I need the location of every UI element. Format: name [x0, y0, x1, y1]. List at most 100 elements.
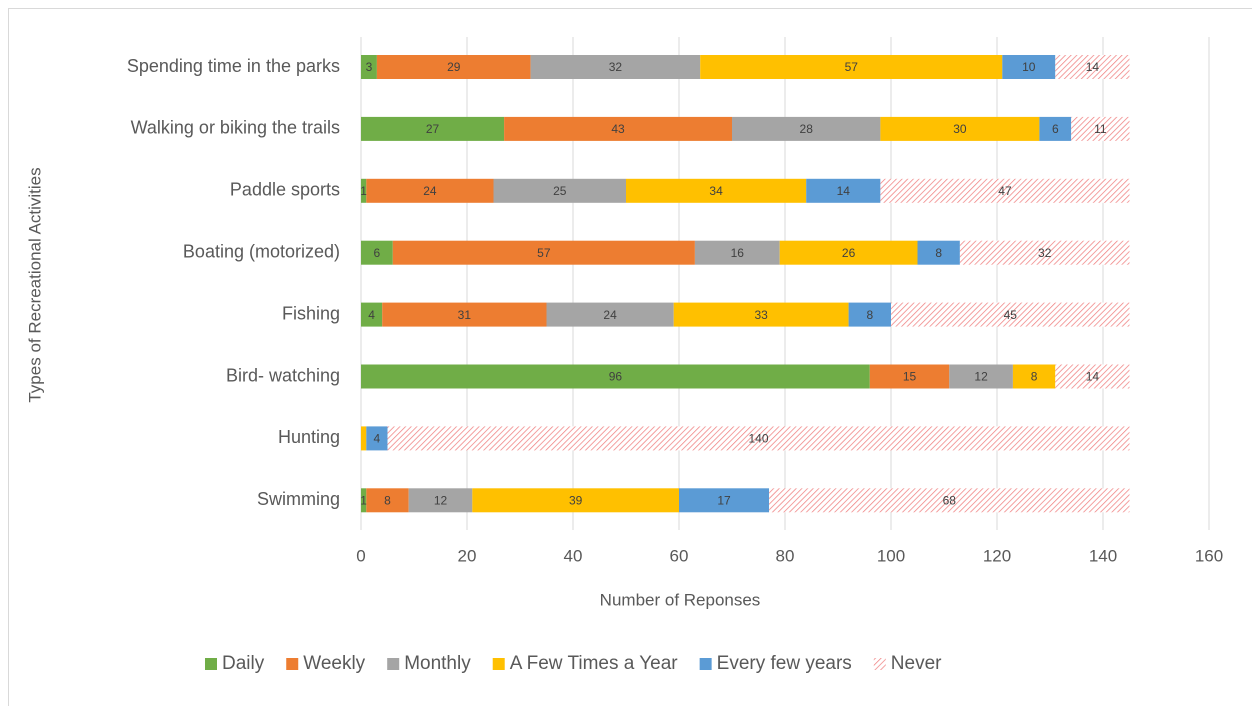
bar-segment — [917, 240, 960, 265]
y-tick-label: Bird- watching — [226, 365, 340, 385]
data-label: 27 — [426, 122, 440, 136]
bar-segment — [361, 302, 383, 327]
bar-segment — [848, 302, 891, 327]
data-label: 24 — [423, 184, 437, 198]
data-label: 25 — [553, 184, 567, 198]
x-tick-label: 120 — [983, 546, 1011, 565]
data-label: 8 — [1031, 370, 1038, 384]
x-axis-label: Number of Reponses — [600, 590, 761, 609]
legend-swatch — [205, 658, 217, 670]
legend-label: Never — [891, 653, 942, 674]
x-tick-label: 60 — [670, 546, 689, 565]
data-label: 31 — [458, 308, 472, 322]
data-label: 140 — [748, 432, 768, 446]
legend-label: Every few years — [717, 653, 852, 674]
bar-segment — [806, 178, 881, 203]
bar-segment — [530, 55, 701, 79]
data-label: 6 — [374, 246, 381, 260]
bar-segment — [366, 178, 494, 203]
data-label: 6 — [1052, 122, 1059, 136]
bar-segment — [869, 364, 950, 389]
y-axis-label: Types of Recreational Activities — [25, 167, 44, 402]
data-label: 33 — [754, 308, 768, 322]
data-label: 1 — [360, 184, 367, 198]
bar-segment — [679, 488, 770, 513]
data-label: 16 — [731, 246, 745, 260]
data-label: 29 — [447, 60, 461, 74]
x-tick-label: 40 — [564, 546, 583, 565]
bar-segment — [1012, 364, 1056, 389]
bar-segment — [504, 116, 732, 141]
data-label: 32 — [1038, 246, 1052, 260]
data-label: 8 — [935, 246, 942, 260]
data-label: 11 — [1094, 122, 1107, 136]
data-label: 57 — [537, 246, 551, 260]
data-label: 3 — [366, 60, 373, 74]
legend-swatch — [492, 658, 505, 670]
data-label: 14 — [837, 184, 851, 198]
data-label: 68 — [943, 493, 957, 507]
bar-segment — [1055, 55, 1130, 79]
x-tick-label: 20 — [458, 546, 477, 565]
legend-swatch — [387, 658, 400, 670]
bar-segment — [949, 364, 1013, 389]
bar-segment — [493, 178, 626, 203]
bar-segment — [891, 302, 1130, 327]
legend-swatch — [286, 658, 299, 670]
data-label: 8 — [866, 308, 873, 322]
data-label: 26 — [842, 246, 856, 260]
bar-segment — [1039, 116, 1072, 141]
bar-segment — [959, 240, 1130, 265]
y-tick-label: Fishing — [282, 303, 340, 323]
data-label: 1 — [360, 493, 367, 507]
bar-segment — [361, 178, 367, 203]
data-label: 10 — [1022, 60, 1036, 74]
data-label: 15 — [903, 370, 917, 384]
bar-segment — [880, 116, 1040, 141]
x-tick-label: 100 — [877, 546, 905, 565]
data-label: 57 — [845, 60, 859, 74]
x-tick-label: 80 — [776, 546, 795, 565]
legend-swatch — [699, 658, 712, 670]
bar-segment — [366, 488, 409, 513]
bar-segment — [408, 488, 473, 513]
legend-label: A Few Times a Year — [510, 653, 679, 674]
data-label: 28 — [800, 122, 814, 136]
data-label: 12 — [434, 493, 448, 507]
bar-segment — [673, 302, 849, 327]
bar-segment — [361, 116, 505, 141]
bar-segment — [880, 178, 1130, 203]
data-label: 32 — [609, 60, 623, 74]
data-label: 17 — [717, 493, 731, 507]
chart-border — [8, 8, 1252, 706]
bar-segment — [361, 488, 367, 513]
bar-segment — [472, 488, 679, 513]
data-label: 39 — [569, 493, 583, 507]
bar-segment — [626, 178, 807, 203]
bar-segment — [546, 302, 674, 327]
bar-segment — [769, 488, 1130, 513]
data-label: 34 — [709, 184, 723, 198]
x-tick-label: 140 — [1089, 546, 1117, 565]
x-tick-label: 0 — [356, 546, 365, 565]
data-label: 45 — [1004, 308, 1018, 322]
data-label: 47 — [998, 184, 1012, 198]
bar-segment — [1055, 364, 1130, 389]
bar-segment — [376, 55, 531, 79]
bar-segment — [1002, 55, 1056, 79]
data-label: 14 — [1086, 60, 1100, 74]
data-label: 24 — [603, 308, 617, 322]
bar-segment — [382, 302, 547, 327]
data-label: 43 — [611, 122, 625, 136]
legend-swatch — [873, 658, 886, 670]
data-label: 96 — [609, 370, 623, 384]
bar-segment — [366, 426, 388, 451]
y-tick-label: Spending time in the parks — [127, 56, 340, 76]
y-tick-label: Walking or biking the trails — [131, 118, 340, 138]
bar-segment — [361, 426, 367, 451]
bar-segment — [779, 240, 918, 265]
legend-label: Weekly — [303, 653, 365, 674]
x-tick-label: 160 — [1195, 546, 1223, 565]
bar-segment — [694, 240, 780, 265]
